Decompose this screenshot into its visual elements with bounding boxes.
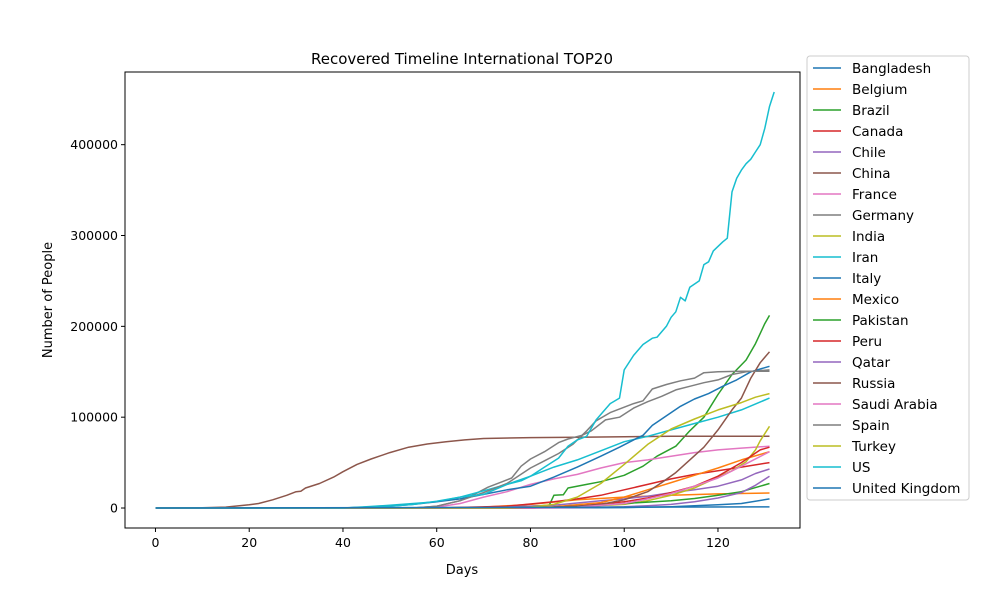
- x-tick-label: 100: [612, 535, 636, 550]
- legend-label: Spain: [852, 418, 890, 434]
- legend-label: India: [852, 229, 885, 245]
- legend-label: China: [852, 166, 891, 182]
- legend-label: Chile: [852, 145, 886, 161]
- legend-label: Canada: [852, 124, 903, 140]
- series-line-france: [155, 445, 770, 509]
- y-tick-label: 400000: [70, 137, 118, 152]
- x-axis: 0 20 40 60 80 100 120: [151, 528, 730, 550]
- series-line-canada: [155, 461, 770, 509]
- x-tick-label: 80: [523, 535, 539, 550]
- legend-label: Brazil: [852, 103, 890, 119]
- legend-label: Germany: [852, 208, 914, 224]
- legend-label: Turkey: [851, 439, 896, 455]
- series-line-us: [155, 91, 775, 509]
- x-tick-label: 120: [706, 535, 730, 550]
- legend-label: Mexico: [852, 292, 899, 308]
- legend-label: Italy: [852, 271, 881, 287]
- legend-label: Russia: [852, 376, 895, 392]
- legend-label: Qatar: [852, 355, 890, 371]
- plot-lines: [155, 91, 775, 509]
- series-line-germany: [155, 369, 770, 509]
- x-tick-label: 40: [335, 535, 351, 550]
- series-line-iran: [155, 397, 770, 509]
- series-line-russia: [155, 351, 771, 509]
- legend: Bangladesh Belgium Brazil Canada Chile China F…: [806, 55, 970, 501]
- series-line-china: [155, 435, 770, 509]
- x-tick-label: 20: [241, 535, 257, 550]
- legend-label: France: [852, 187, 897, 203]
- legend-label: Belgium: [852, 82, 907, 98]
- y-tick-label: 300000: [70, 228, 118, 243]
- y-tick-label: 0: [110, 501, 118, 516]
- legend-frame: [806, 55, 970, 501]
- plot-frame: [124, 71, 801, 529]
- y-tick-label: 200000: [70, 319, 118, 334]
- x-axis-label: Days: [446, 563, 479, 578]
- series-line-united-kingdom: [155, 506, 770, 509]
- x-tick-label: 0: [151, 535, 159, 550]
- y-tick-label: 100000: [70, 410, 118, 425]
- legend-label: Pakistan: [852, 313, 909, 329]
- chart-title: Recovered Timeline International TOP20: [311, 50, 613, 68]
- legend-label: US: [852, 460, 870, 476]
- legend-label: Iran: [852, 250, 878, 266]
- legend-label: United Kingdom: [852, 481, 960, 497]
- series-line-spain: [155, 370, 770, 509]
- x-tick-label: 60: [429, 535, 445, 550]
- series-line-italy: [155, 365, 770, 509]
- legend-label: Peru: [852, 334, 882, 350]
- legend-label: Saudi Arabia: [852, 397, 938, 413]
- legend-label: Bangladesh: [852, 61, 931, 77]
- series-line-brazil: [155, 315, 771, 509]
- y-axis: 0 100000 200000 300000 400000: [70, 137, 125, 516]
- y-axis-label: Number of People: [41, 242, 56, 358]
